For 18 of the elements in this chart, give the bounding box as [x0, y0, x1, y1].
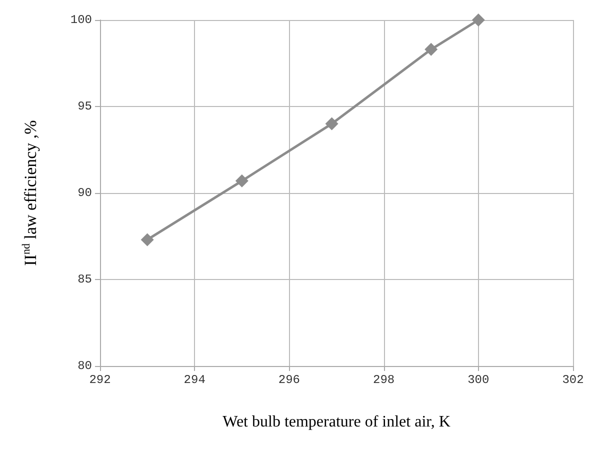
- x-axis-title: Wet bulb temperature of inlet air, K: [222, 414, 451, 430]
- point: [325, 117, 338, 130]
- point: [424, 42, 438, 56]
- y-tick-label: 95: [78, 100, 92, 114]
- x-tick-label: 292: [89, 373, 111, 387]
- y-axis-title: IInd law efficiency ,%: [20, 120, 40, 266]
- x-tick-label: 302: [562, 373, 584, 387]
- point: [472, 14, 485, 26]
- point: [235, 174, 248, 188]
- x-tick-label: 296: [278, 373, 300, 387]
- y-tick-label: 90: [78, 186, 92, 200]
- x-tick-label: 298: [372, 373, 395, 387]
- x-tick-label: 300: [468, 373, 490, 387]
- x-tick-label: 294: [184, 373, 206, 387]
- y-tick-label: 85: [78, 272, 92, 286]
- point: [140, 233, 154, 246]
- y-tick-label: 80: [78, 359, 92, 373]
- y-tick-label: 100: [70, 13, 92, 27]
